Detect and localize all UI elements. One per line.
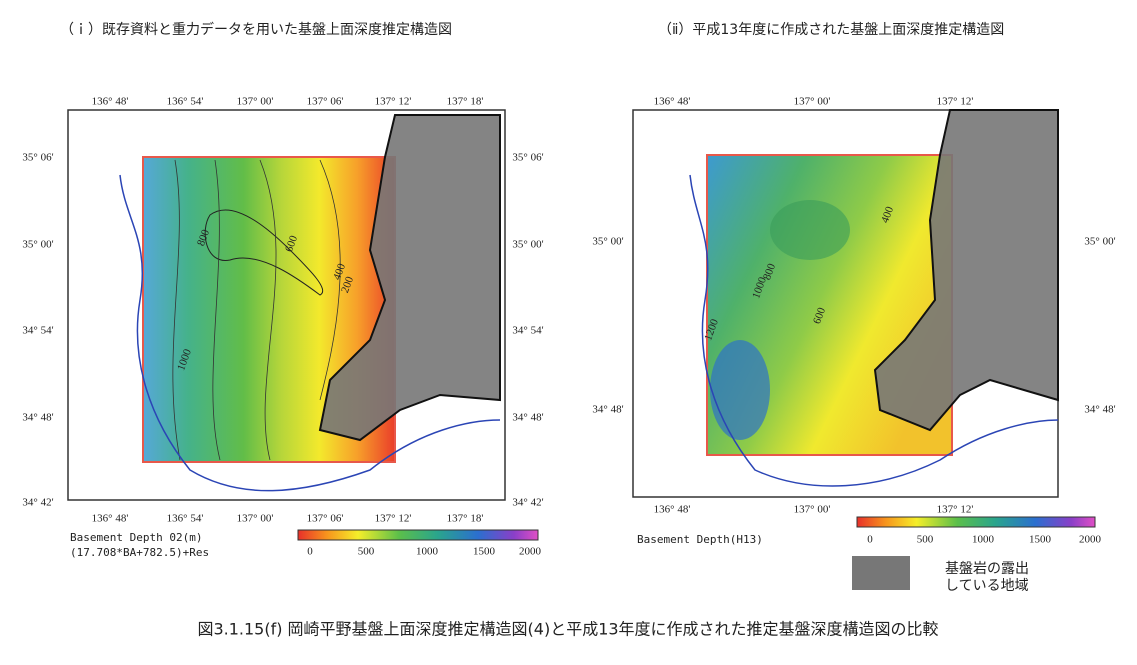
- lat-tick-label: 35° 00': [1084, 236, 1115, 248]
- contour-label: 400: [879, 205, 896, 225]
- map-caption: Basement Depth 02(m): [70, 531, 202, 544]
- lon-tick-label: 136° 54': [167, 96, 204, 108]
- bedrock-area: [318, 114, 501, 442]
- lat-tick-label: 35° 00': [512, 239, 543, 251]
- lon-tick-label: 137° 06': [307, 513, 344, 525]
- colorbar-tick-label: 2000: [1079, 534, 1102, 546]
- lat-tick-label: 35° 00': [22, 239, 53, 251]
- legend-swatch: [852, 556, 910, 590]
- lat-tick-label: 35° 00': [592, 236, 623, 248]
- lon-tick-label: 137° 18': [447, 96, 484, 108]
- colorbar-tick-label: 1000: [416, 546, 439, 558]
- colorbar-tick-label: 1500: [473, 546, 496, 558]
- lat-tick-label: 35° 06': [22, 152, 53, 164]
- colorbar-tick-label: 2000: [519, 546, 542, 558]
- colorbar-tick-label: 1500: [1029, 534, 1052, 546]
- lon-tick-label: 137° 18': [447, 513, 484, 525]
- colorbar: [856, 516, 1096, 528]
- lat-tick-label: 34° 42': [512, 497, 543, 509]
- contour: [172, 159, 341, 461]
- map-caption: Basement Depth(H13): [637, 533, 763, 546]
- depth-patch: [710, 340, 770, 440]
- legend-label: 基盤岩の露出: [945, 560, 1029, 577]
- lon-tick-label: 137° 00': [237, 513, 274, 525]
- colorbar-tick-label: 1000: [972, 534, 995, 546]
- lon-tick-label: 137° 06': [307, 96, 344, 108]
- lon-tick-label: 136° 54': [167, 513, 204, 525]
- contour-label: 400: [331, 262, 348, 282]
- lat-tick-label: 35° 06': [512, 152, 543, 164]
- lon-tick-label: 137° 12': [937, 504, 974, 516]
- contour-label: 800: [195, 228, 212, 248]
- contour-label: 200: [339, 275, 356, 295]
- lon-tick-label: 137° 12': [375, 513, 412, 525]
- colorbar: [297, 529, 539, 541]
- panel-title: （ｉ）既存資料と重力データを用いた基盤上面深度推定構造図: [60, 21, 452, 38]
- depth-patch: [770, 200, 850, 260]
- colorbar-tick-label: 500: [358, 546, 375, 558]
- coastline: [119, 174, 501, 492]
- lat-tick-label: 34° 48': [592, 404, 623, 416]
- legend-label: している地域: [945, 578, 1029, 594]
- colorbar-tick-label: 0: [867, 534, 873, 546]
- lat-tick-label: 34° 48': [1084, 404, 1115, 416]
- colorbar-tick-label: 0: [307, 546, 313, 558]
- lat-tick-label: 34° 42': [22, 497, 53, 509]
- lat-tick-label: 34° 48': [512, 412, 543, 424]
- lon-tick-label: 136° 48': [92, 513, 129, 525]
- coastline: [689, 174, 1059, 487]
- bedrock-area: [873, 109, 1059, 432]
- lon-tick-label: 137° 12': [937, 96, 974, 108]
- lon-tick-label: 136° 48': [92, 96, 129, 108]
- lon-tick-label: 137° 00': [794, 504, 831, 516]
- lon-tick-label: 137° 00': [237, 96, 274, 108]
- contour: [204, 209, 324, 296]
- contour-label: 600: [283, 234, 300, 254]
- lon-tick-label: 137° 00': [794, 96, 831, 108]
- contour-label: 800: [761, 262, 778, 282]
- colorbar-tick-label: 500: [917, 534, 934, 546]
- lat-tick-label: 34° 54': [512, 325, 543, 337]
- panel-title: （ⅱ）平成13年度に作成された基盤上面深度推定構造図: [658, 21, 1004, 38]
- lon-tick-label: 136° 48': [654, 96, 691, 108]
- lat-tick-label: 34° 54': [22, 325, 53, 337]
- contour-label: 600: [811, 306, 828, 326]
- map-caption: (17.708*BA+782.5)+Res: [70, 546, 209, 559]
- lat-tick-label: 34° 48': [22, 412, 53, 424]
- lon-tick-label: 136° 48': [654, 504, 691, 516]
- lon-tick-label: 137° 12': [375, 96, 412, 108]
- figure-caption: 図3.1.15(f) 岡崎平野基盤上面深度推定構造図(4)と平成13年度に作成さ…: [197, 620, 938, 639]
